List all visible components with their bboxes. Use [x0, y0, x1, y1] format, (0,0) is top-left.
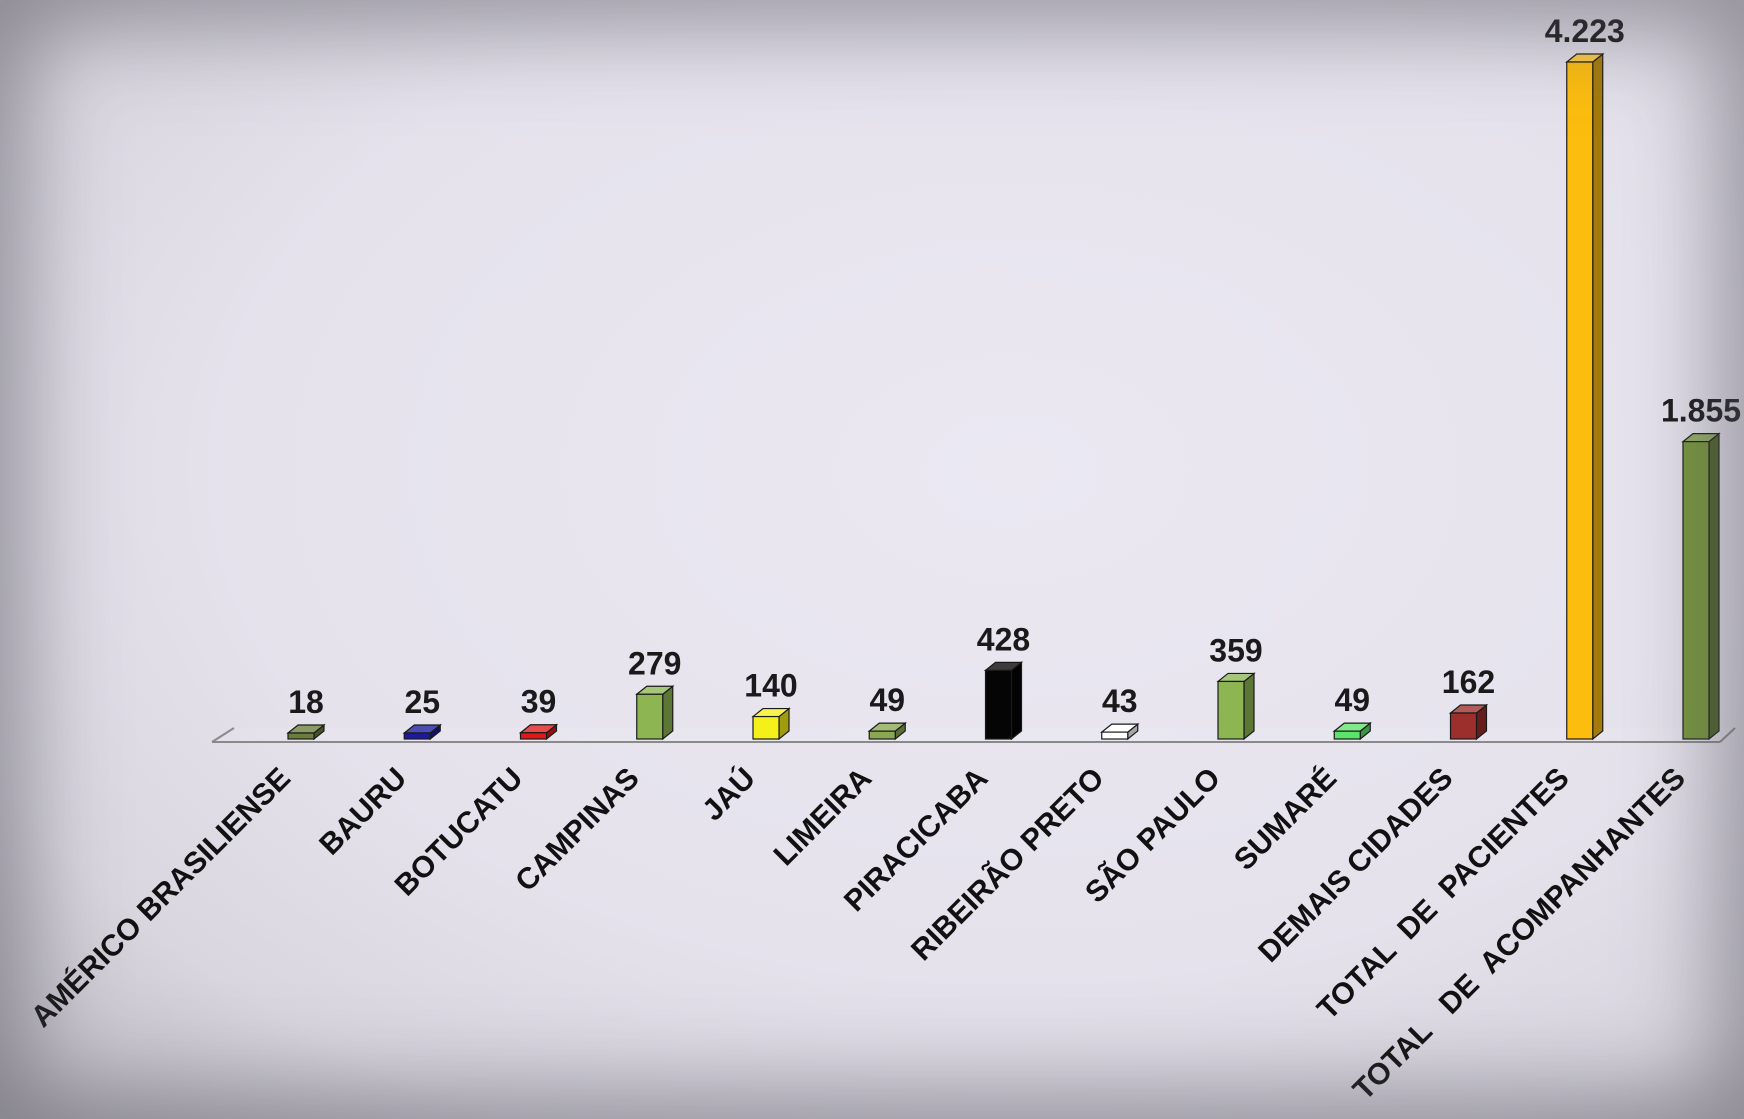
bar-front-face: [287, 732, 315, 740]
bar-front-face: [984, 669, 1013, 740]
bars-group: [286, 52, 1721, 741]
data-label: 49: [869, 682, 905, 718]
bar-front-face: [636, 693, 664, 740]
bar-front-face: [868, 730, 896, 740]
data-label: 162: [1442, 664, 1495, 700]
category-label: SUMARÉ: [1227, 761, 1343, 877]
floor-right-edge: [1719, 727, 1736, 743]
data-label: 140: [744, 668, 797, 704]
bar-front-face: [1682, 441, 1710, 740]
bar: [1332, 721, 1372, 741]
bar-side-face: [1708, 432, 1720, 741]
bar: [1681, 432, 1721, 741]
data-label: 1.855: [1661, 393, 1741, 429]
data-label: 359: [1209, 632, 1262, 668]
bar-front-face: [1101, 731, 1129, 740]
value-labels-group: 18 25 39 279 140 49 428 43 359 49 162 4.223 1.855: [288, 13, 1741, 720]
category-label: BAURU: [313, 762, 413, 862]
bar: [635, 685, 675, 741]
bar: [1216, 672, 1256, 741]
bar: [1100, 722, 1140, 741]
bar-front-face: [1449, 712, 1478, 740]
bar-side-face: [1592, 52, 1604, 741]
data-label: 18: [288, 684, 324, 720]
bar: [286, 723, 326, 741]
bar: [867, 721, 907, 741]
bar: [983, 661, 1024, 741]
bar-front-face: [752, 715, 780, 740]
data-label: 25: [404, 684, 440, 720]
bar: [1565, 52, 1605, 741]
category-label: DEMAIS CIDADES: [1252, 762, 1459, 969]
data-label: 39: [521, 684, 557, 720]
bar: [518, 723, 559, 741]
bar: [751, 707, 791, 741]
floor-left-edge: [211, 727, 235, 743]
bar-front-face: [403, 732, 431, 740]
bar-side-face: [1010, 661, 1023, 741]
category-label: LIMEIRA: [768, 762, 879, 873]
data-label: 49: [1334, 682, 1370, 718]
bar-front-face: [1333, 730, 1361, 740]
bar-side-face: [662, 685, 674, 741]
category-label: RIBEIRÃO PRETO: [904, 761, 1110, 967]
bar-side-face: [1243, 672, 1255, 741]
category-label: CAMPINAS: [509, 762, 645, 898]
category-labels-group: AMÉRICO BRASILIENSE BAURUBOTUCATUCAMPINAS…: [24, 761, 1692, 1107]
data-label: 4.223: [1545, 13, 1625, 49]
bar-front-face: [1566, 61, 1594, 740]
data-label: 428: [977, 621, 1030, 657]
bar: [1448, 703, 1489, 741]
bar: [402, 723, 442, 741]
bar-front-face: [1217, 680, 1245, 740]
bar-front-face: [519, 732, 548, 740]
data-label: 43: [1102, 683, 1138, 719]
category-label: JAÚ: [695, 761, 761, 827]
category-label: AMÉRICO BRASILIENSE: [24, 761, 297, 1034]
data-label: 279: [628, 645, 681, 681]
